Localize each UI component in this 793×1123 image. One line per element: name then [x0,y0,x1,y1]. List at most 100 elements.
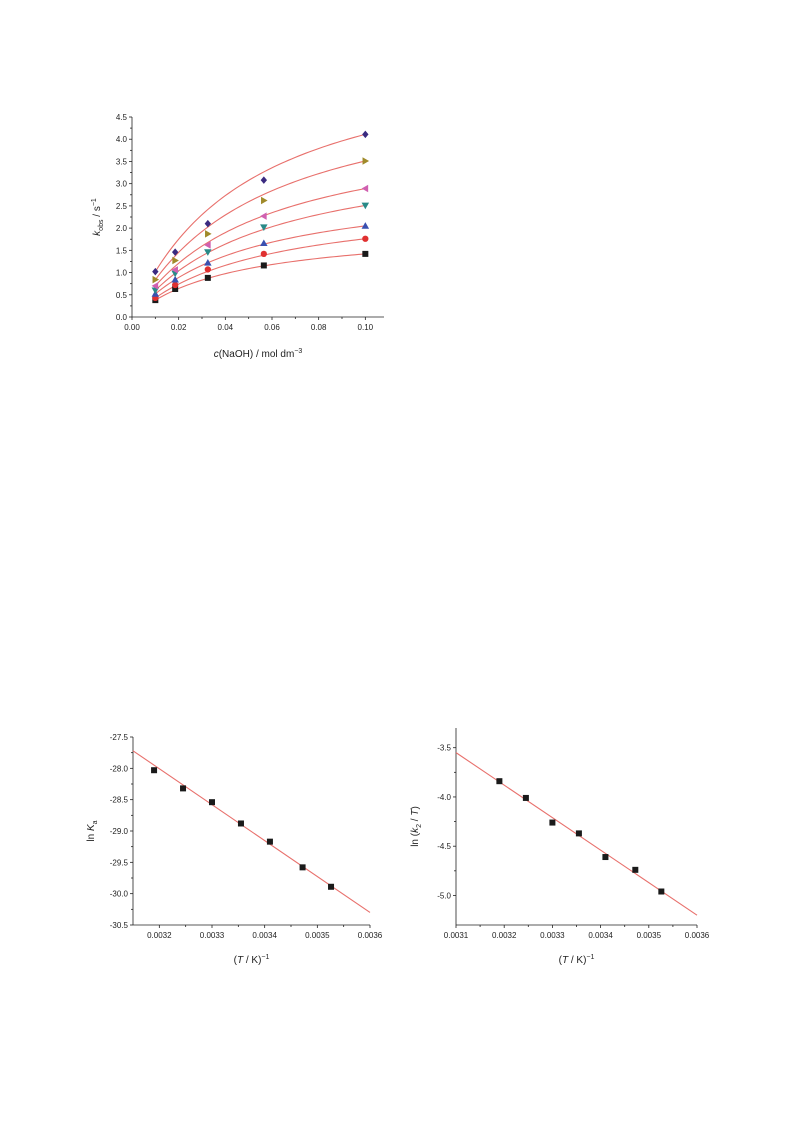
x-tick-label: 0.04 [218,323,234,332]
data-point [361,222,370,229]
data-point [361,202,370,210]
y-tick-label: -30.0 [110,890,129,899]
y-tick-label: 1.5 [116,246,128,255]
data-point [260,224,268,231]
series-diamond [152,130,369,276]
y-axis-label: ln Ka [86,820,99,841]
data-point [266,838,273,845]
data-point [362,250,369,257]
y-tick-label: 4.5 [116,113,128,122]
data-point [260,212,267,220]
data-point [328,883,335,890]
data-point [172,281,179,289]
data-point [204,249,212,256]
y-axis-label: ln (k2 / T) [410,806,423,847]
series-square [151,767,335,890]
fit-curve [155,253,366,301]
data-point [658,888,665,895]
y-tick-label: 3.5 [116,157,128,166]
y-tick-label: 0.0 [116,313,128,322]
y-tick-label: -5.0 [437,891,451,900]
fit-curve [154,188,366,287]
fit-curve [154,204,366,291]
y-tick-label: -27.5 [110,733,129,742]
data-point [260,250,267,258]
y-tick-label: -29.5 [110,858,129,867]
data-point [237,820,244,827]
data-point [632,866,639,873]
y-tick-label: -28.5 [110,796,129,805]
data-point [172,256,179,265]
x-axis-label: c(NaOH) / mol dm−3 [214,348,303,360]
x-tick-label: 0.02 [171,323,187,332]
x-tick-label: 0.0031 [444,931,469,940]
data-point [151,282,159,290]
data-point [151,287,160,295]
y-tick-label: 2.5 [116,202,128,211]
x-tick-label: 0.0035 [637,931,662,940]
y-tick-label: -4.5 [437,842,451,851]
series-triangle-down [151,202,370,295]
x-tick-label: 0.0036 [358,931,383,940]
data-point [152,275,160,284]
data-point [204,266,211,273]
x-tick-label: 0.0032 [492,931,517,940]
x-tick-label: 0.06 [264,323,280,332]
data-point [204,241,211,249]
y-tick-label: -30.5 [110,921,129,930]
data-point [361,184,369,193]
y-tick-label: 1.0 [116,269,128,278]
data-point [204,259,212,266]
x-tick-label: 0.0036 [685,931,710,940]
data-point [362,157,370,165]
data-point [152,267,159,276]
data-point [171,266,178,274]
data-point [362,130,369,139]
y-tick-label: 0.5 [116,291,128,300]
data-point [496,778,503,785]
data-point [204,274,211,281]
y-tick-label: -29.0 [110,827,129,836]
x-tick-label: 0.0034 [252,931,277,940]
series-triangle-right [152,157,370,284]
data-point [260,262,267,269]
x-tick-label: 0.0033 [200,931,225,940]
data-point [602,854,609,861]
x-tick-label: 0.0033 [540,931,565,940]
x-axis-label: (T / K)−1 [234,954,270,966]
data-point [205,230,212,238]
y-tick-label: -28.0 [110,764,129,773]
data-point [522,794,529,801]
data-point [549,819,556,826]
y-axis-label: kobs / s−1 [91,198,105,236]
y-tick-label: -3.5 [437,744,451,753]
series-triangle-left [151,184,369,290]
data-point [151,767,158,774]
data-point [172,286,179,292]
data-point [209,799,215,806]
y-tick-label: 4.0 [116,135,128,144]
data-point [171,248,179,256]
data-point [171,275,179,283]
data-point [260,176,268,184]
data-point [299,864,306,871]
y-tick-label: -4.0 [437,793,451,802]
x-tick-label: 0.08 [311,323,327,332]
fit-curve [154,160,366,281]
fit-curve [154,133,366,272]
y-tick-label: 3.0 [116,180,128,189]
series-square [496,778,665,895]
data-point [180,785,187,792]
x-tick-label: 0.0032 [147,931,172,940]
x-tick-label: 0.0035 [305,931,330,940]
data-point [261,196,268,205]
data-point [575,830,582,837]
x-tick-label: 0.10 [358,323,374,332]
data-point [204,219,212,228]
fit-curve [154,225,366,295]
x-tick-label: 0.0034 [588,931,613,940]
kobs-vs-naoh-chart: 0.00 0.02 0.04 0.06 0.08 0.10 0.0 0.5 1.0 1.5 2.0 2… [91,113,384,360]
x-axis-label: (T / K)−1 [559,954,595,966]
